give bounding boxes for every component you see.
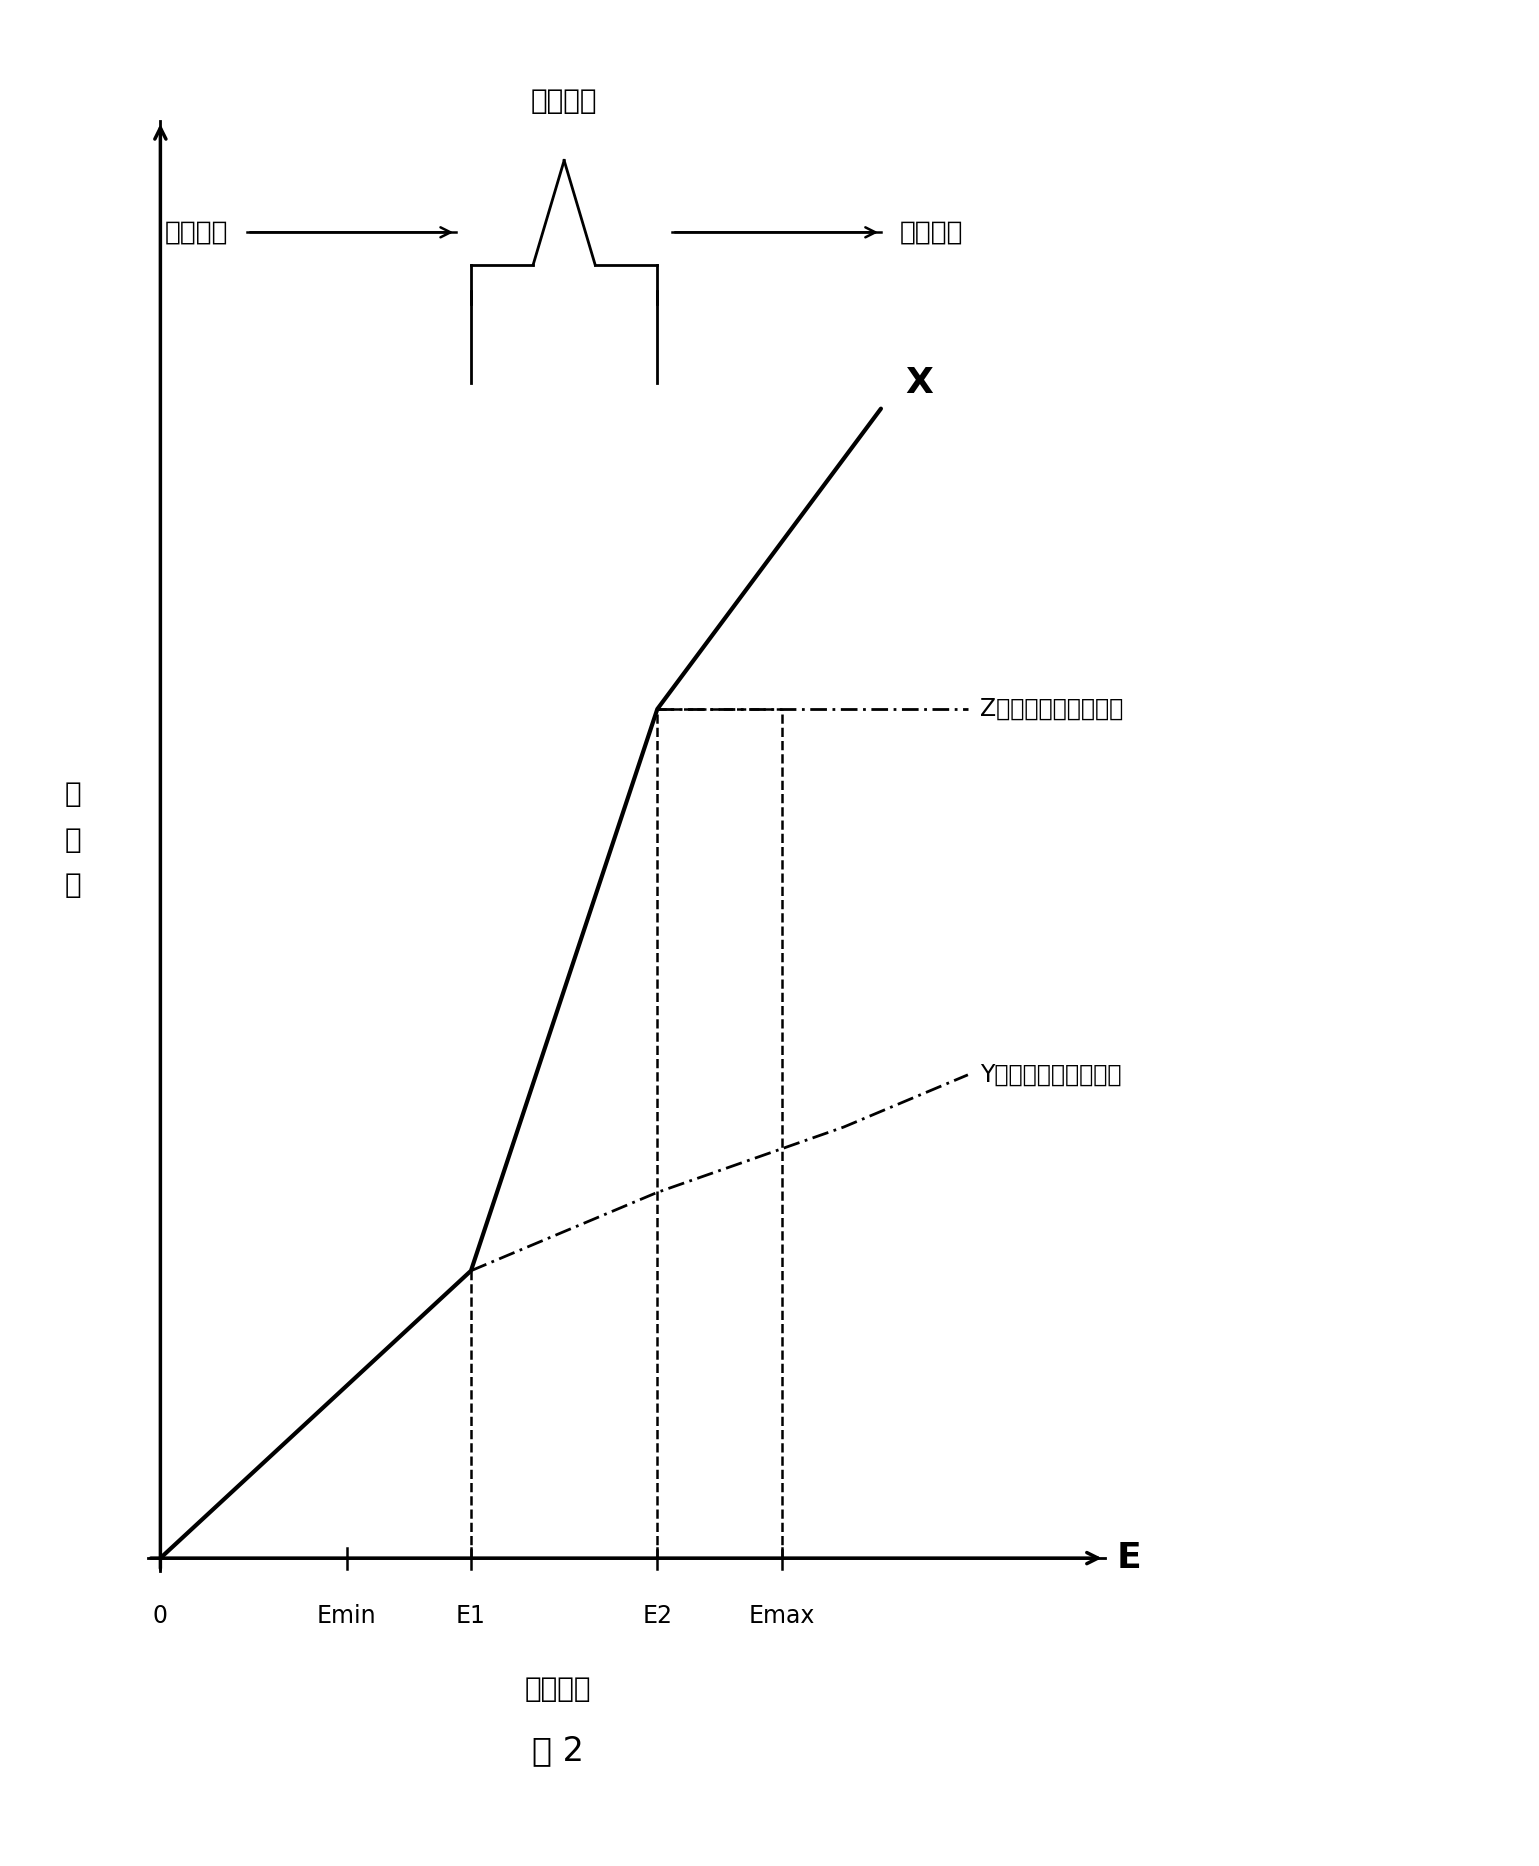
- Text: E: E: [1117, 1541, 1142, 1575]
- Text: 变
形
量: 变 形 量: [65, 780, 82, 899]
- Text: 电场强度: 电场强度: [525, 1674, 591, 1704]
- Text: Emax: Emax: [748, 1603, 814, 1627]
- Text: E2: E2: [642, 1603, 673, 1627]
- Text: Z（第二类常规装置）: Z（第二类常规装置）: [980, 698, 1123, 720]
- Text: Emin: Emin: [317, 1603, 377, 1627]
- Text: 相变之后: 相变之后: [900, 220, 963, 244]
- Text: 图 2: 图 2: [532, 1735, 583, 1767]
- Text: 相变之前: 相变之前: [165, 220, 229, 244]
- Text: 相变范围: 相变范围: [531, 86, 597, 116]
- Text: X: X: [906, 366, 934, 399]
- Text: 0: 0: [152, 1603, 168, 1627]
- Text: Y（第一类常规装置）: Y（第一类常规装置）: [980, 1064, 1122, 1086]
- Text: E1: E1: [456, 1603, 486, 1627]
